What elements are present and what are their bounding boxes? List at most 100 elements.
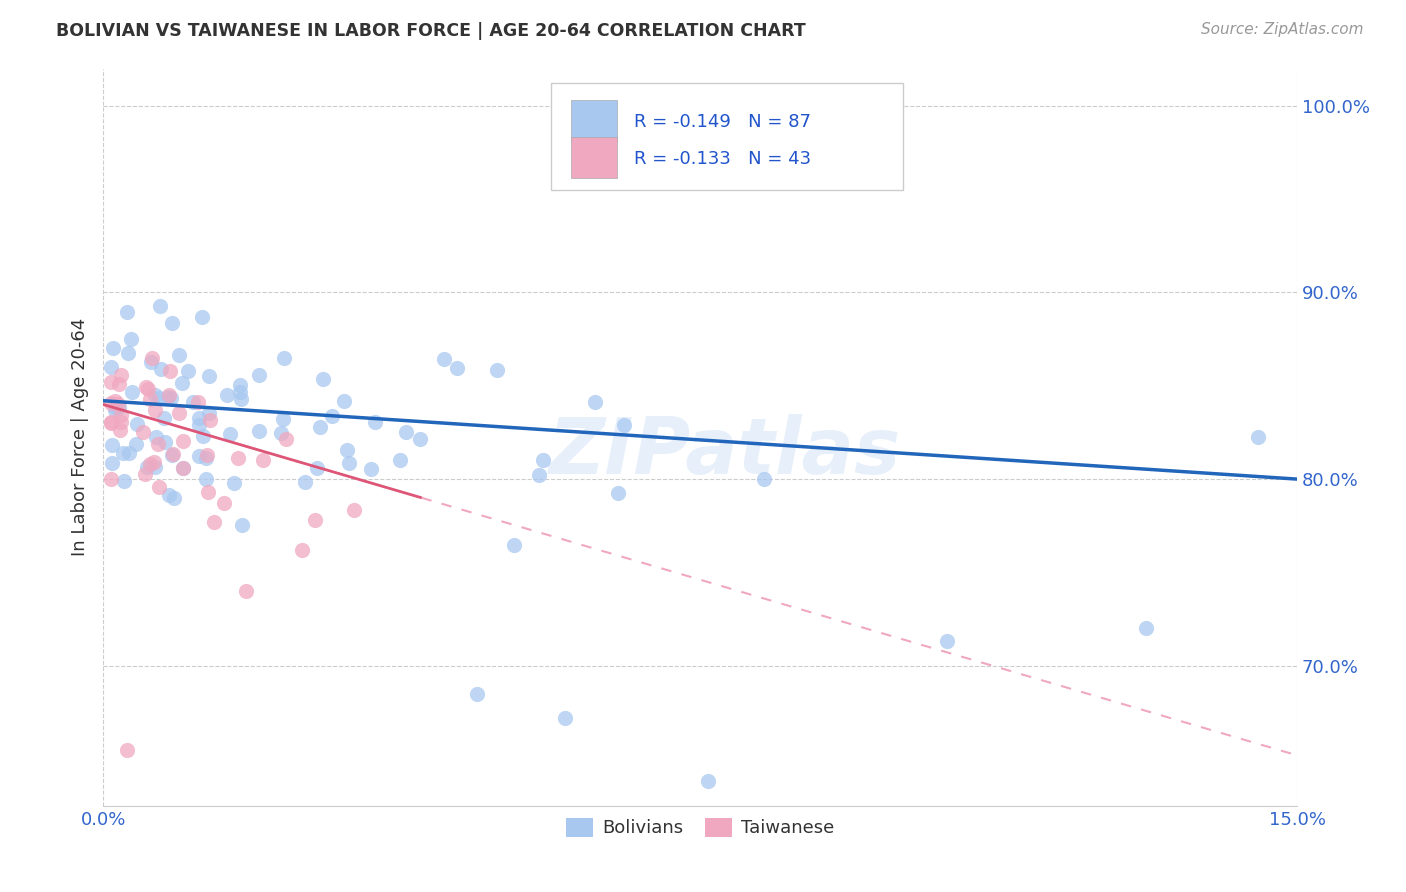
- Point: [148, 391, 170, 405]
- Point: [343, 502, 366, 516]
- Point: [159, 363, 181, 377]
- Point: [433, 351, 456, 366]
- Point: [167, 406, 190, 420]
- Point: [389, 452, 412, 467]
- Point: [607, 486, 630, 500]
- Point: [583, 395, 606, 409]
- Point: [152, 411, 174, 425]
- Point: [697, 774, 720, 789]
- Point: [228, 378, 250, 392]
- Point: [103, 342, 125, 356]
- Point: [157, 488, 180, 502]
- Point: [195, 448, 218, 462]
- Point: [143, 459, 166, 474]
- Point: [121, 384, 143, 399]
- Point: [112, 446, 135, 460]
- Point: [139, 392, 162, 407]
- Point: [307, 460, 329, 475]
- Text: ZIPatlas: ZIPatlas: [548, 414, 900, 490]
- Point: [273, 351, 295, 365]
- Point: [270, 425, 292, 440]
- Point: [333, 393, 356, 408]
- Point: [177, 364, 200, 378]
- Point: [247, 424, 270, 438]
- Point: [191, 429, 214, 443]
- Point: [108, 377, 131, 392]
- Point: [304, 513, 326, 527]
- Point: [153, 434, 176, 449]
- Point: [336, 443, 359, 458]
- Point: [446, 361, 468, 376]
- Point: [291, 543, 314, 558]
- Point: [169, 348, 191, 362]
- Point: [120, 332, 142, 346]
- Point: [100, 415, 122, 429]
- Point: [247, 368, 270, 383]
- Point: [486, 363, 509, 377]
- Point: [124, 437, 146, 451]
- Point: [100, 417, 122, 431]
- Point: [107, 397, 129, 411]
- Point: [100, 396, 122, 410]
- Point: [533, 453, 555, 467]
- Point: [321, 409, 343, 424]
- Point: [118, 446, 141, 460]
- Point: [198, 406, 221, 420]
- Point: [135, 380, 157, 394]
- Point: [197, 485, 219, 500]
- Point: [115, 742, 138, 756]
- Point: [752, 472, 775, 486]
- Point: [197, 369, 219, 384]
- Point: [231, 392, 253, 407]
- Point: [395, 425, 418, 439]
- Point: [110, 408, 132, 422]
- Point: [148, 480, 170, 494]
- Point: [181, 394, 204, 409]
- Point: [271, 412, 294, 426]
- Point: [613, 417, 636, 432]
- Point: [1247, 430, 1270, 444]
- Point: [108, 400, 131, 414]
- Point: [157, 388, 180, 402]
- Point: [162, 448, 184, 462]
- Point: [143, 387, 166, 401]
- Point: [149, 362, 172, 376]
- Point: [274, 432, 297, 446]
- Point: [308, 419, 330, 434]
- Point: [215, 388, 238, 402]
- Point: [110, 415, 132, 429]
- Point: [117, 305, 139, 319]
- Point: [141, 355, 163, 369]
- Point: [194, 450, 217, 465]
- Point: [100, 376, 122, 390]
- Point: [149, 299, 172, 313]
- Point: [101, 438, 124, 452]
- Point: [110, 368, 132, 382]
- Point: [337, 456, 360, 470]
- Point: [191, 310, 214, 325]
- Point: [503, 538, 526, 552]
- Point: [108, 423, 131, 437]
- Point: [218, 427, 240, 442]
- Point: [172, 461, 194, 475]
- Point: [187, 394, 209, 409]
- Point: [212, 496, 235, 510]
- Text: BOLIVIAN VS TAIWANESE IN LABOR FORCE | AGE 20-64 CORRELATION CHART: BOLIVIAN VS TAIWANESE IN LABOR FORCE | A…: [56, 22, 806, 40]
- Point: [138, 382, 160, 396]
- FancyBboxPatch shape: [551, 83, 903, 190]
- Point: [156, 390, 179, 404]
- Text: R = -0.133   N = 43: R = -0.133 N = 43: [634, 150, 811, 169]
- Point: [159, 391, 181, 405]
- Point: [104, 401, 127, 415]
- Point: [312, 372, 335, 386]
- Point: [104, 393, 127, 408]
- FancyBboxPatch shape: [571, 137, 616, 178]
- Point: [465, 687, 488, 701]
- FancyBboxPatch shape: [571, 100, 616, 141]
- Point: [172, 461, 194, 475]
- Point: [135, 460, 157, 475]
- Point: [202, 516, 225, 530]
- Point: [162, 447, 184, 461]
- Point: [252, 453, 274, 467]
- Point: [112, 474, 135, 488]
